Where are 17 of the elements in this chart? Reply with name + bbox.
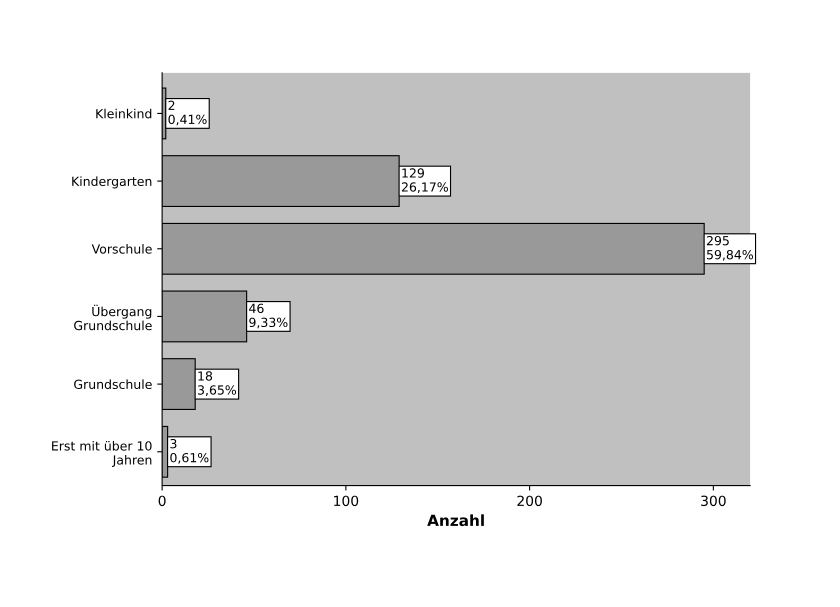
x-tick-label: 0 [158, 496, 166, 506]
data-label: 3 0,61% [170, 438, 208, 464]
y-tick-label: Erst mit über 10 Jahren [52, 440, 152, 467]
data-label: 129 26,17% [402, 168, 448, 194]
x-tick-label: 300 [701, 496, 726, 506]
y-tick-label: Kleinkind [96, 108, 152, 118]
x-axis-title: Anzahl [427, 514, 484, 526]
y-tick-label: Grundschule [74, 379, 152, 390]
x-tick-label: 100 [334, 496, 358, 506]
y-tick-label: Vorschule [92, 244, 152, 254]
y-tick-label: Kindergarten [72, 176, 152, 188]
data-label: 46 9,33% [249, 304, 288, 328]
data-label: 295 59,84% [706, 236, 753, 261]
data-label: 18 3,65% [198, 371, 236, 396]
data-label: 2 0,41% [168, 100, 207, 126]
y-tick-label: Übergang Grundschule [74, 304, 152, 330]
x-tick-label: 200 [517, 496, 542, 506]
